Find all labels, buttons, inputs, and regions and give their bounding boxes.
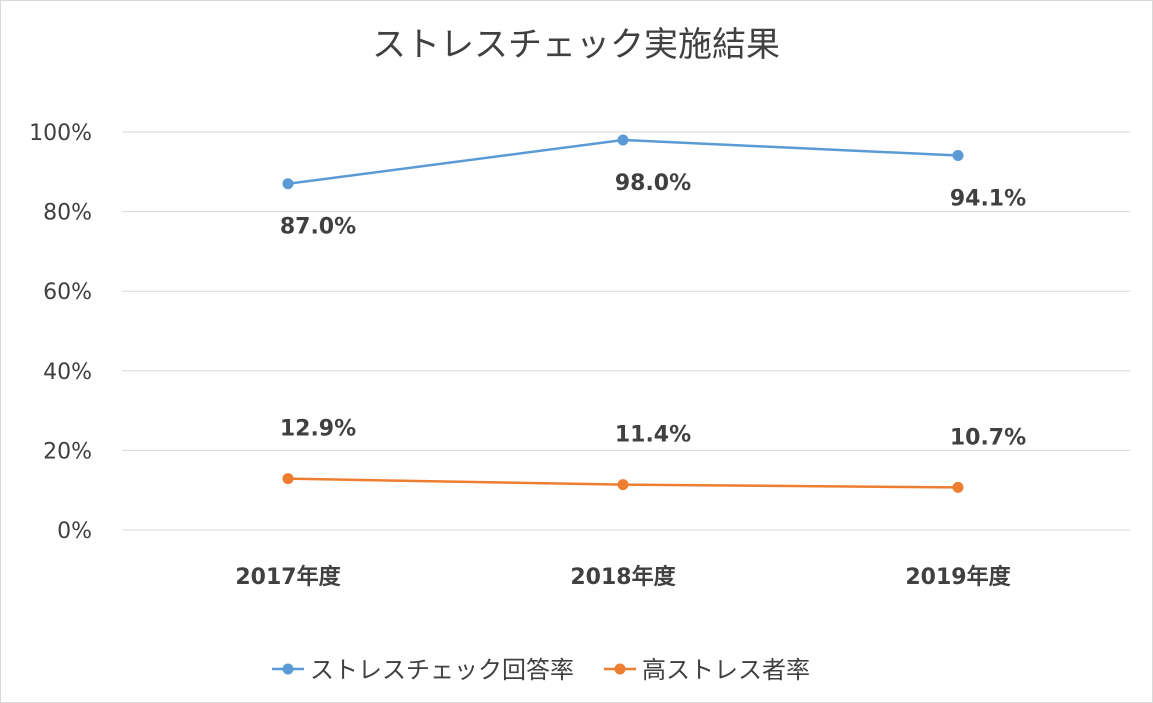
chart-title: ストレスチェック実施結果 bbox=[372, 25, 780, 65]
data-labels: 87.0% 98.0% 94.1% 12.9% 11.4% 10.7% bbox=[280, 171, 1026, 450]
legend: ストレスチェック回答率 高ストレス者率 bbox=[272, 656, 810, 684]
data-label: 12.9% bbox=[280, 417, 356, 442]
data-point bbox=[952, 149, 964, 161]
data-point bbox=[617, 479, 629, 491]
x-axis-ticks: 2017年度 2018年度 2019年度 bbox=[235, 564, 1011, 590]
data-point bbox=[617, 134, 629, 146]
y-tick-label: 60% bbox=[43, 280, 92, 305]
y-axis-ticks: 0% 20% 40% 60% 80% 100% bbox=[29, 121, 92, 544]
legend-marker-dot bbox=[614, 663, 626, 675]
data-label: 94.1% bbox=[950, 186, 1026, 211]
x-tick-label: 2018年度 bbox=[570, 564, 676, 590]
y-tick-label: 0% bbox=[57, 519, 92, 544]
data-point bbox=[282, 178, 294, 190]
x-tick-label: 2017年度 bbox=[235, 564, 341, 590]
series-group bbox=[282, 134, 964, 493]
legend-label: ストレスチェック回答率 bbox=[310, 656, 574, 684]
data-label: 87.0% bbox=[280, 215, 356, 240]
y-tick-label: 80% bbox=[43, 201, 92, 226]
data-label: 11.4% bbox=[615, 423, 691, 448]
gridlines bbox=[122, 131, 1130, 531]
legend-marker-dot bbox=[282, 663, 294, 675]
data-label: 98.0% bbox=[615, 171, 691, 196]
legend-label: 高ストレス者率 bbox=[642, 656, 810, 684]
data-point bbox=[952, 481, 964, 493]
data-point bbox=[282, 473, 294, 485]
y-tick-label: 100% bbox=[29, 121, 92, 146]
y-tick-label: 20% bbox=[43, 439, 92, 464]
data-label: 10.7% bbox=[950, 425, 1026, 450]
x-tick-label: 2019年度 bbox=[905, 564, 1011, 590]
y-tick-label: 40% bbox=[43, 360, 92, 385]
